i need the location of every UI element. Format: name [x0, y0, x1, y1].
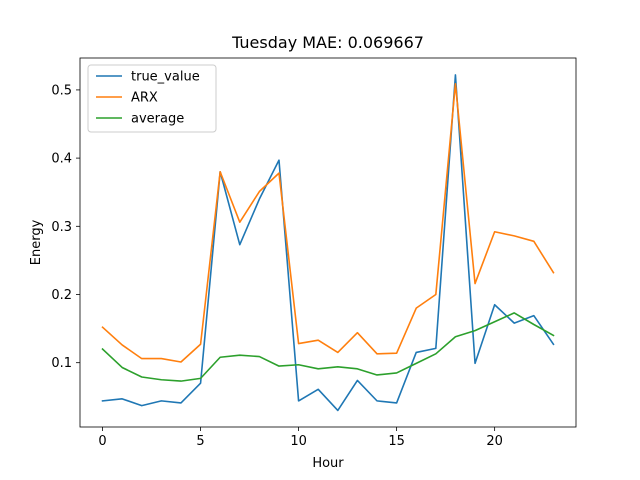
series-line-average — [101, 312, 555, 382]
y-tick-label: 0.2 — [51, 288, 72, 303]
x-tick-label: 20 — [486, 434, 503, 449]
x-tick-label: 0 — [98, 434, 106, 449]
series-layer — [101, 74, 555, 412]
legend-label-average: average — [131, 112, 184, 127]
x-axis: 0 5 10 15 20 — [98, 427, 503, 449]
y-tick-label: 0.4 — [51, 152, 72, 167]
plot-frame — [79, 57, 577, 428]
series-line-true-value — [101, 74, 555, 412]
y-tick-label: 0.5 — [51, 83, 72, 98]
legend: true_value ARX average — [87, 64, 217, 133]
x-tick-label: 5 — [196, 434, 204, 449]
chart-title: Tuesday MAE: 0.069667 — [231, 33, 424, 52]
series-line-ARX — [101, 82, 555, 363]
x-axis-label: Hour — [312, 456, 344, 471]
legend-label-ARX: ARX — [131, 91, 158, 106]
legend-label-true-value: true_value — [131, 70, 200, 85]
x-tick-label: 10 — [290, 434, 307, 449]
y-axis: 0.1 0.2 0.3 0.4 0.5 — [51, 83, 80, 371]
y-axis-label: Energy — [29, 219, 44, 265]
y-tick-label: 0.1 — [51, 356, 72, 371]
legend-box — [87, 64, 217, 133]
x-tick-label: 15 — [388, 434, 405, 449]
y-tick-label: 0.3 — [51, 220, 72, 235]
